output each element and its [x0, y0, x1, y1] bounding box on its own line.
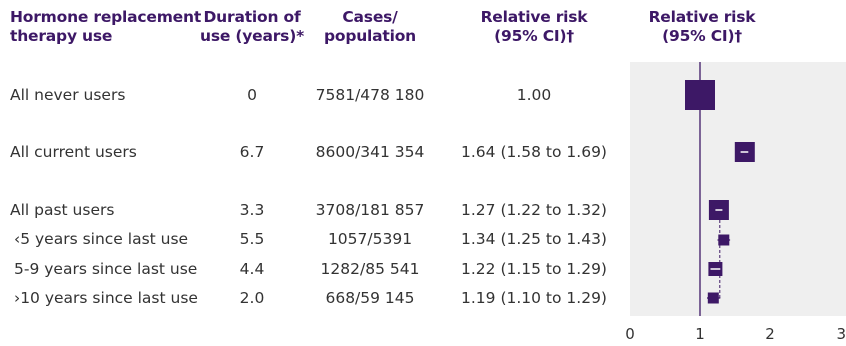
row-label: All current users	[10, 143, 137, 161]
header-relative-risk-plot: Relative risk (95% CI)†	[648, 8, 756, 45]
row-duration: 2.0	[239, 289, 265, 307]
row-label: ‹5 years since last use	[14, 230, 189, 248]
row-relative-risk: 1.00	[516, 86, 552, 104]
x-tick-label: 0	[625, 325, 635, 343]
point-marker	[685, 80, 715, 110]
row-duration: 4.4	[239, 260, 265, 278]
row-relative-risk: 1.19 (1.10 to 1.29)	[461, 289, 607, 307]
row-duration: 6.7	[239, 143, 265, 161]
header-hrt-use: Hormone replacement therapy use	[10, 8, 202, 45]
point-marker	[718, 234, 730, 246]
row-label: 5-9 years since last use	[14, 260, 198, 278]
point-marker	[707, 292, 719, 304]
row-duration: 5.5	[239, 230, 265, 248]
row-label: ›10 years since last use	[14, 289, 198, 307]
row-cases: 7581/478 180	[315, 86, 425, 104]
row-relative-risk: 1.22 (1.15 to 1.29)	[461, 260, 607, 278]
header-duration: Duration of use (years)*	[200, 8, 304, 45]
header-relative-risk: Relative risk (95% CI)†	[480, 8, 588, 45]
plot-panel	[630, 62, 846, 316]
row-cases: 8600/341 354	[315, 143, 425, 161]
row-cases: 1282/85 541	[320, 260, 420, 278]
row-relative-risk: 1.27 (1.22 to 1.32)	[461, 201, 607, 219]
row-relative-risk: 1.34 (1.25 to 1.43)	[461, 230, 607, 248]
row-label: All never users	[10, 86, 126, 104]
x-tick-label: 2	[765, 325, 775, 343]
row-relative-risk: 1.64 (1.58 to 1.69)	[461, 143, 607, 161]
row-label: All past users	[10, 201, 115, 219]
row-cases: 3708/181 857	[315, 201, 425, 219]
row-cases: 668/59 145	[325, 289, 415, 307]
x-tick-label: 3	[836, 325, 846, 343]
header-cases: Cases/ population	[323, 8, 417, 45]
row-cases: 1057/5391	[327, 230, 413, 248]
row-duration: 3.3	[239, 201, 265, 219]
x-tick-label: 1	[695, 325, 705, 343]
row-duration: 0	[247, 86, 257, 104]
